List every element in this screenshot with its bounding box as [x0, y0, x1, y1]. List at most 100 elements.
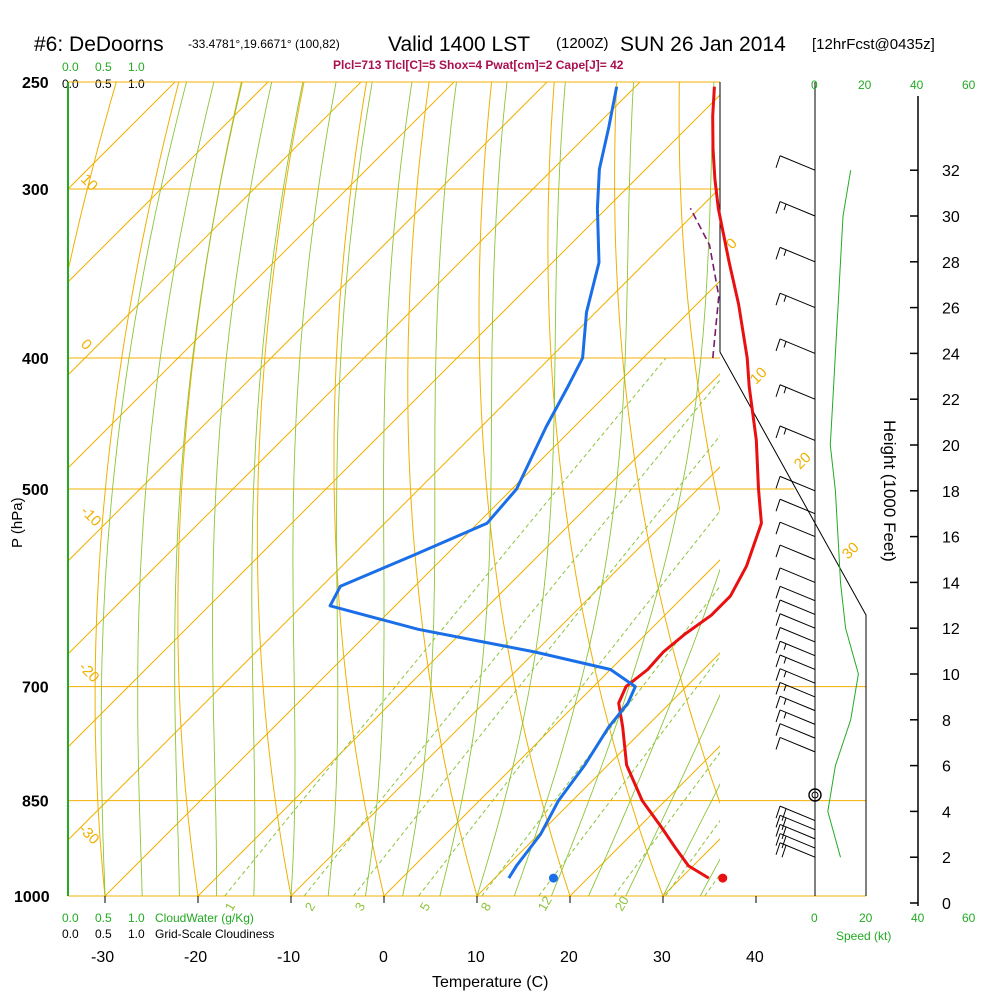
pressure-tick-700: 700 — [22, 680, 49, 697]
mixing-ratio-5 — [418, 510, 720, 896]
moist-adiabat-26 — [625, 693, 720, 896]
temp-tick--10: -10 — [277, 949, 300, 966]
height-tick-label-16: 16 — [942, 530, 960, 547]
surface-temperature — [718, 873, 728, 883]
wind-barb-14 — [775, 627, 816, 643]
wind-barb-flag — [775, 709, 781, 723]
wind-barb-12 — [775, 654, 816, 670]
wind-barb-staff — [779, 475, 816, 492]
height-tick-label-24: 24 — [942, 346, 960, 363]
adiabat-label-left-0: 10 — [77, 171, 101, 195]
moist-adiabat-10 — [476, 82, 566, 896]
wind-barb-4 — [775, 805, 816, 822]
height-tick-label-28: 28 — [942, 255, 960, 272]
wind-barb-half — [783, 698, 787, 705]
wind-barb-flag — [781, 835, 787, 849]
speed-bottom-tick-2: 40 — [911, 911, 925, 925]
temp-tick-30: 30 — [653, 949, 671, 966]
title-date: SUN 26 Jan 2014 — [620, 33, 786, 56]
moist-adiabat--10 — [290, 82, 337, 896]
dry-adiabat--10 — [256, 82, 305, 896]
wind-barb-0 — [775, 842, 816, 858]
dry-adiabat-30 — [547, 82, 664, 896]
series-parcel — [689, 207, 720, 359]
speed-top-tick-1: 20 — [858, 78, 872, 92]
wind-barb-flag — [775, 247, 781, 260]
wind-barb-staff — [779, 246, 816, 263]
wind-barb-staff — [779, 723, 816, 739]
wind-barb-flag — [775, 599, 781, 613]
speed-top-tick-3: 60 — [962, 78, 976, 92]
isotherm-50 — [849, 82, 1000, 896]
dry-adiabat-100 — [989, 58, 1000, 925]
height-tick-label-10: 10 — [942, 667, 960, 684]
cloudiness-bottom-tick-2: 1.0 — [128, 927, 145, 941]
adiabat-label-left-4: -30 — [75, 821, 102, 848]
wind-barb-flag — [775, 338, 781, 352]
wind-barb-staff — [779, 823, 816, 840]
wind-barb-staff — [779, 805, 816, 822]
wind-barb-flag — [775, 815, 781, 828]
wind-barb-24 — [775, 384, 816, 400]
wind-barb-8 — [775, 709, 816, 725]
wind-barb-half — [783, 671, 787, 678]
height-tick-label-22: 22 — [942, 392, 960, 409]
wind-barb-flag — [781, 845, 787, 858]
dry-adiabat-70 — [804, 58, 1000, 925]
pressure-tick-500: 500 — [22, 482, 49, 499]
wind-barb-flag — [775, 682, 781, 695]
wind-barb-flag — [775, 842, 781, 855]
wind-barb-staff — [779, 201, 816, 217]
height-tick-label-32: 32 — [942, 163, 960, 180]
wind-barb-staff — [779, 521, 816, 538]
temp-tick-10: 10 — [467, 949, 485, 966]
pressure-axis-label: P (hPa) — [9, 497, 26, 548]
wind-barb-22 — [775, 475, 816, 492]
moist-adiabat--6 — [327, 82, 373, 896]
wind-barb-flag — [781, 817, 787, 830]
temp-tick-40: 40 — [746, 949, 764, 966]
wind-barb-3 — [775, 814, 816, 831]
wind-barb-7 — [775, 723, 816, 739]
dry-adiabat-0 — [333, 82, 385, 896]
moist-adiabat-6 — [439, 82, 508, 896]
wind-barb-staff — [779, 599, 816, 615]
cloudiness-bottom-tick-0: 0.0 — [62, 927, 79, 941]
wind-barb-staff — [779, 567, 816, 583]
cloud-bottom-tick-2: 1.0 — [128, 911, 145, 925]
wind-barb-28 — [775, 201, 816, 217]
mixing-ratio-label-6: 20 — [612, 893, 632, 913]
moist-adiabat-30 — [662, 783, 720, 896]
stability-indices: Plcl=713 Tlcl[C]=5 Shox=4 Pwat[cm]=2 Cap… — [333, 58, 624, 72]
temp-tick-0: 0 — [379, 949, 388, 966]
mixing-ratio-label-3: 5 — [417, 900, 434, 914]
dry-adiabat-50 — [678, 82, 720, 513]
dry-adiabat--20 — [177, 82, 242, 896]
wind-barb-27 — [775, 246, 816, 263]
wind-barb-staff — [779, 654, 816, 670]
wind-barb-flag — [775, 696, 781, 709]
wind-barb-staff — [779, 544, 816, 560]
wind-barb-staff — [779, 681, 816, 698]
wind-barb-6 — [775, 736, 816, 753]
wind-barb-staff — [779, 585, 816, 602]
cloudiness-top-tick-0: 0.0 — [62, 77, 79, 91]
speed-bottom-tick-3: 60 — [962, 911, 976, 925]
wind-barb-flag — [775, 654, 781, 668]
speed-axis-label: Speed (kt) — [836, 929, 891, 943]
wind-barb-staff — [779, 736, 816, 753]
wind-barb-half — [783, 341, 787, 348]
wind-barb-half — [783, 643, 787, 650]
title-coords: -33.4781°,19.6671° (100,82) — [188, 37, 340, 51]
height-tick-label-8: 8 — [942, 713, 951, 730]
adiabat-label-right-2: 20 — [791, 449, 815, 473]
wind-barb-flag — [775, 824, 781, 837]
height-tick-label-12: 12 — [942, 621, 960, 638]
pressure-tick-400: 400 — [22, 351, 49, 368]
height-tick-label-20: 20 — [942, 438, 960, 455]
pressure-tick-300: 300 — [22, 182, 49, 199]
title-utc: (1200Z) — [556, 35, 609, 52]
cloud-bottom-tick-1: 0.5 — [95, 911, 112, 925]
